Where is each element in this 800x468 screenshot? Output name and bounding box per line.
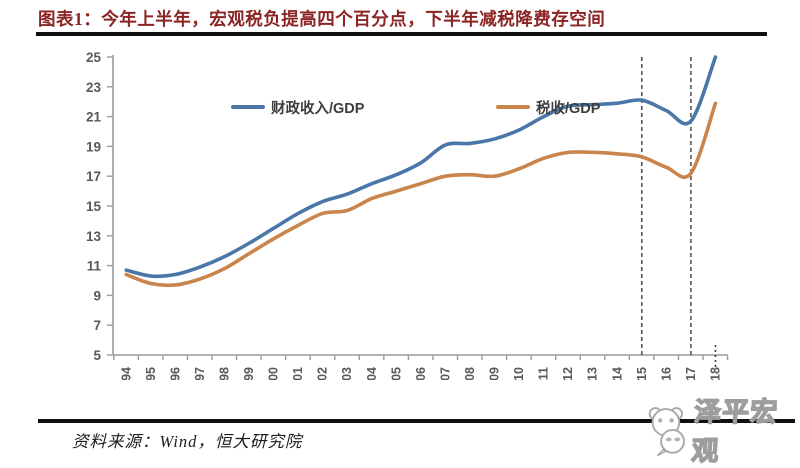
legend-label: 税收/GDP	[536, 100, 601, 117]
svg-text:7: 7	[93, 318, 101, 333]
svg-text:1995: 1995	[144, 367, 158, 380]
svg-text:17: 17	[86, 169, 101, 184]
svg-text:2004: 2004	[365, 367, 379, 380]
svg-text:5: 5	[93, 348, 101, 363]
svg-text:2006: 2006	[414, 367, 428, 380]
svg-text:2009: 2009	[488, 367, 502, 380]
svg-text:13: 13	[86, 229, 102, 244]
line-chart: 5 7 9 11 13 15 17 19 21 23 25 1994 1995 1996 1997 1998 1…	[0, 40, 800, 395]
source-note: 资料来源：Wind，恒大研究院	[72, 432, 303, 451]
svg-text:2000: 2000	[267, 367, 281, 380]
watermark: 泽平宏观	[644, 396, 800, 467]
svg-text:2014: 2014	[610, 367, 624, 380]
svg-text:1999: 1999	[242, 367, 256, 380]
legend-item-fiscal-revenue: 财政收入/GDP	[231, 99, 365, 117]
svg-text:2002: 2002	[316, 367, 330, 380]
svg-text:1997: 1997	[193, 367, 207, 380]
page-title: 图表1：今年上半年，宏观税负提高四个百分点，下半年减税降费存空间	[38, 9, 606, 29]
svg-text:9: 9	[93, 288, 101, 303]
legend-label: 财政收入/GDP	[271, 100, 365, 117]
svg-text:23: 23	[86, 80, 102, 95]
svg-text:25: 25	[86, 50, 102, 65]
svg-text:2016: 2016	[659, 367, 673, 380]
svg-text:2018: 2018	[708, 367, 722, 380]
legend-line-swatch-orange	[496, 105, 530, 109]
title-divider	[36, 32, 767, 36]
svg-text:2008: 2008	[463, 367, 477, 380]
svg-text:2012: 2012	[561, 367, 575, 380]
svg-text:2017: 2017	[684, 367, 698, 380]
svg-text:2011: 2011	[537, 367, 551, 380]
svg-text:11: 11	[87, 259, 102, 274]
legend-line-swatch-blue	[231, 105, 265, 109]
svg-text:1998: 1998	[217, 367, 231, 380]
svg-text:2007: 2007	[438, 367, 452, 380]
svg-text:2015: 2015	[635, 367, 649, 380]
svg-text:2010: 2010	[512, 367, 526, 380]
svg-text:15: 15	[86, 199, 102, 214]
svg-text:2003: 2003	[340, 367, 354, 380]
svg-text:2013: 2013	[586, 367, 600, 380]
panda-chat-icon	[648, 407, 685, 457]
watermark-text: 泽平宏观	[690, 396, 780, 466]
svg-text:1996: 1996	[168, 367, 182, 380]
svg-text:2001: 2001	[291, 367, 305, 380]
svg-text:1994: 1994	[119, 367, 133, 380]
svg-text:21: 21	[86, 110, 102, 125]
chart-canvas: 5 7 9 11 13 15 17 19 21 23 25 1994 1995 1996 1997 1998 1…	[86, 50, 729, 395]
svg-text:2005: 2005	[389, 367, 403, 380]
svg-text:19: 19	[86, 139, 101, 154]
legend-item-tax: 税收/GDP	[496, 99, 601, 117]
footer-divider	[38, 419, 795, 423]
